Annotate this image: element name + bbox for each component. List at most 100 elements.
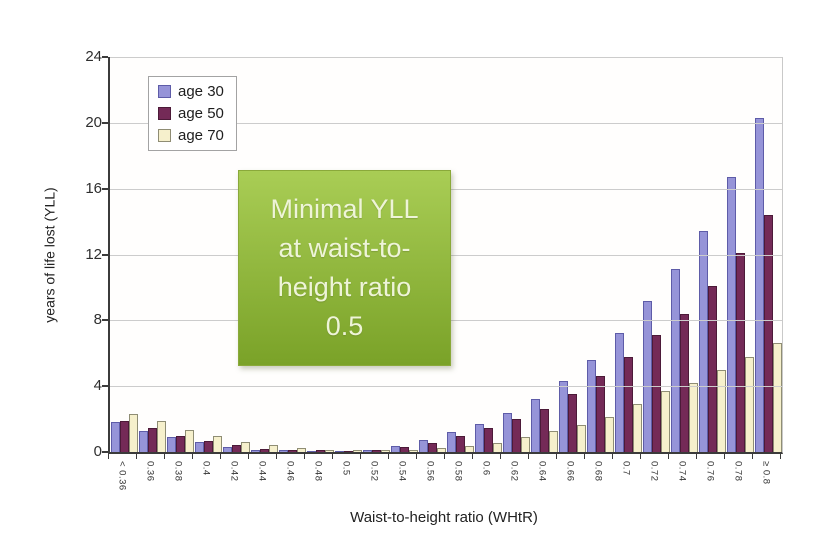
bar-age-70-10 bbox=[409, 450, 418, 452]
bar-age-50-11 bbox=[428, 443, 437, 452]
x-tick-mark bbox=[193, 454, 221, 459]
bar-age-30-5 bbox=[251, 450, 260, 452]
legend-label: age 70 bbox=[178, 127, 224, 144]
x-axis-title-text: Waist-to-height ratio (WHtR) bbox=[350, 509, 538, 526]
plot-area bbox=[108, 57, 783, 454]
x-tick-label-cell: 0.5 bbox=[332, 461, 360, 511]
x-tick-mark bbox=[753, 454, 781, 459]
bar-age-70-15 bbox=[549, 431, 558, 452]
bar-group-8 bbox=[334, 57, 362, 452]
bar-age-50-3 bbox=[204, 441, 213, 452]
bar-age-70-8 bbox=[353, 450, 362, 452]
bar-age-50-20 bbox=[680, 314, 689, 452]
x-tick-label-0: < 0.36 bbox=[116, 461, 128, 491]
bar-age-70-18 bbox=[633, 404, 642, 452]
x-tick-label-cell: 0.4 bbox=[192, 461, 220, 511]
x-tick-label-20: 0.74 bbox=[676, 461, 688, 482]
bar-group-12 bbox=[446, 57, 474, 452]
x-tick-label-cell: 0.7 bbox=[612, 461, 640, 511]
x-tick-label-cell: 0.54 bbox=[388, 461, 416, 511]
x-tick-label-15: 0.64 bbox=[536, 461, 548, 482]
x-tick-label-cell: 0.6 bbox=[472, 461, 500, 511]
x-tick-mark bbox=[529, 454, 557, 459]
x-tick-mark bbox=[725, 454, 753, 459]
bar-age-70-6 bbox=[297, 448, 306, 452]
legend-label: age 50 bbox=[178, 105, 224, 122]
bar-age-50-21 bbox=[708, 286, 717, 452]
x-tick-mark bbox=[501, 454, 529, 459]
bar-age-70-13 bbox=[493, 443, 502, 452]
x-tick-mark bbox=[249, 454, 277, 459]
x-axis-tick-labels: < 0.36 0.36 0.38 0.4 0.42 0.44 0.46 0.48 0.5 0.52… bbox=[108, 461, 780, 511]
x-tick-label-4: 0.42 bbox=[228, 461, 240, 482]
annotation-line-3: height ratio bbox=[277, 272, 412, 302]
x-tick-label-3: 0.4 bbox=[200, 461, 212, 476]
x-tick-label-22: 0.78 bbox=[732, 461, 744, 482]
x-tick-mark bbox=[417, 454, 445, 459]
bar-age-70-16 bbox=[577, 425, 586, 452]
legend: age 30 age 50 age 70 bbox=[148, 76, 237, 151]
bar-group-16 bbox=[558, 57, 586, 452]
x-tick-label-10: 0.54 bbox=[396, 461, 408, 482]
bar-age-50-16 bbox=[568, 394, 577, 452]
x-tick-label-cell: 0.36 bbox=[136, 461, 164, 511]
y-tick-mark bbox=[102, 385, 108, 388]
bar-age-50-23 bbox=[764, 215, 773, 452]
bar-group-23 bbox=[754, 57, 782, 452]
x-tick-mark bbox=[613, 454, 641, 459]
x-tick-label-cell: 0.76 bbox=[696, 461, 724, 511]
bar-age-70-17 bbox=[605, 417, 614, 452]
y-tick-label-24: 24 bbox=[85, 48, 102, 65]
bar-age-70-12 bbox=[465, 446, 474, 452]
bar-group-10 bbox=[390, 57, 418, 452]
x-tick-mark bbox=[697, 454, 725, 459]
y-tick-mark bbox=[102, 56, 108, 58]
annotation-box: Minimal YLL at waist-to- height ratio 0.… bbox=[238, 170, 451, 366]
x-tick-label-1: 0.36 bbox=[144, 461, 156, 482]
x-tick-mark bbox=[333, 454, 361, 459]
bar-age-70-0 bbox=[129, 414, 138, 452]
bar-age-50-13 bbox=[484, 428, 493, 452]
bar-group-17 bbox=[586, 57, 614, 452]
bar-age-30-2 bbox=[167, 437, 176, 452]
legend-swatch-icon bbox=[158, 85, 171, 98]
bar-age-30-19 bbox=[643, 301, 652, 452]
bar-age-70-21 bbox=[717, 370, 726, 452]
x-tick-mark bbox=[277, 454, 305, 459]
bar-age-50-8 bbox=[344, 451, 353, 452]
bar-age-70-2 bbox=[185, 430, 194, 452]
x-tick-label-cell: 0.44 bbox=[248, 461, 276, 511]
y-tick-mark bbox=[102, 451, 108, 453]
y-tick-label-0: 0 bbox=[93, 443, 102, 460]
bar-age-70-5 bbox=[269, 445, 278, 452]
y-tick-mark bbox=[102, 187, 108, 190]
bar-age-30-3 bbox=[195, 442, 204, 452]
x-tick-label-cell: < 0.36 bbox=[108, 461, 136, 511]
bar-age-50-2 bbox=[176, 436, 185, 452]
x-tick-label-cell: 0.64 bbox=[528, 461, 556, 511]
bar-group-13 bbox=[474, 57, 502, 452]
x-tick-label-cell: ≥ 0.8 bbox=[752, 461, 780, 511]
x-tick-label-21: 0.76 bbox=[704, 461, 716, 482]
y-tick-mark bbox=[102, 121, 108, 124]
legend-label: age 30 bbox=[178, 83, 224, 100]
bar-age-50-4 bbox=[232, 445, 241, 452]
bar-age-50-10 bbox=[400, 447, 409, 452]
x-axis-title: Waist-to-height ratio (WHtR) bbox=[108, 509, 780, 526]
x-tick-mark bbox=[585, 454, 613, 459]
bar-age-30-10 bbox=[391, 446, 400, 452]
bar-group-0 bbox=[110, 57, 138, 452]
bar-group-6 bbox=[278, 57, 306, 452]
x-tick-mark bbox=[165, 454, 193, 459]
bar-age-30-13 bbox=[475, 424, 484, 452]
y-tick-label-20: 20 bbox=[85, 113, 102, 131]
bar-age-30-17 bbox=[587, 360, 596, 452]
x-tick-mark bbox=[557, 454, 585, 459]
bar-age-30-8 bbox=[335, 451, 344, 452]
gridline-y-20 bbox=[110, 122, 782, 124]
bar-age-30-9 bbox=[363, 450, 372, 452]
bar-age-50-12 bbox=[456, 436, 465, 452]
x-tick-label-8: 0.5 bbox=[340, 461, 352, 476]
x-tick-label-19: 0.72 bbox=[648, 461, 660, 482]
